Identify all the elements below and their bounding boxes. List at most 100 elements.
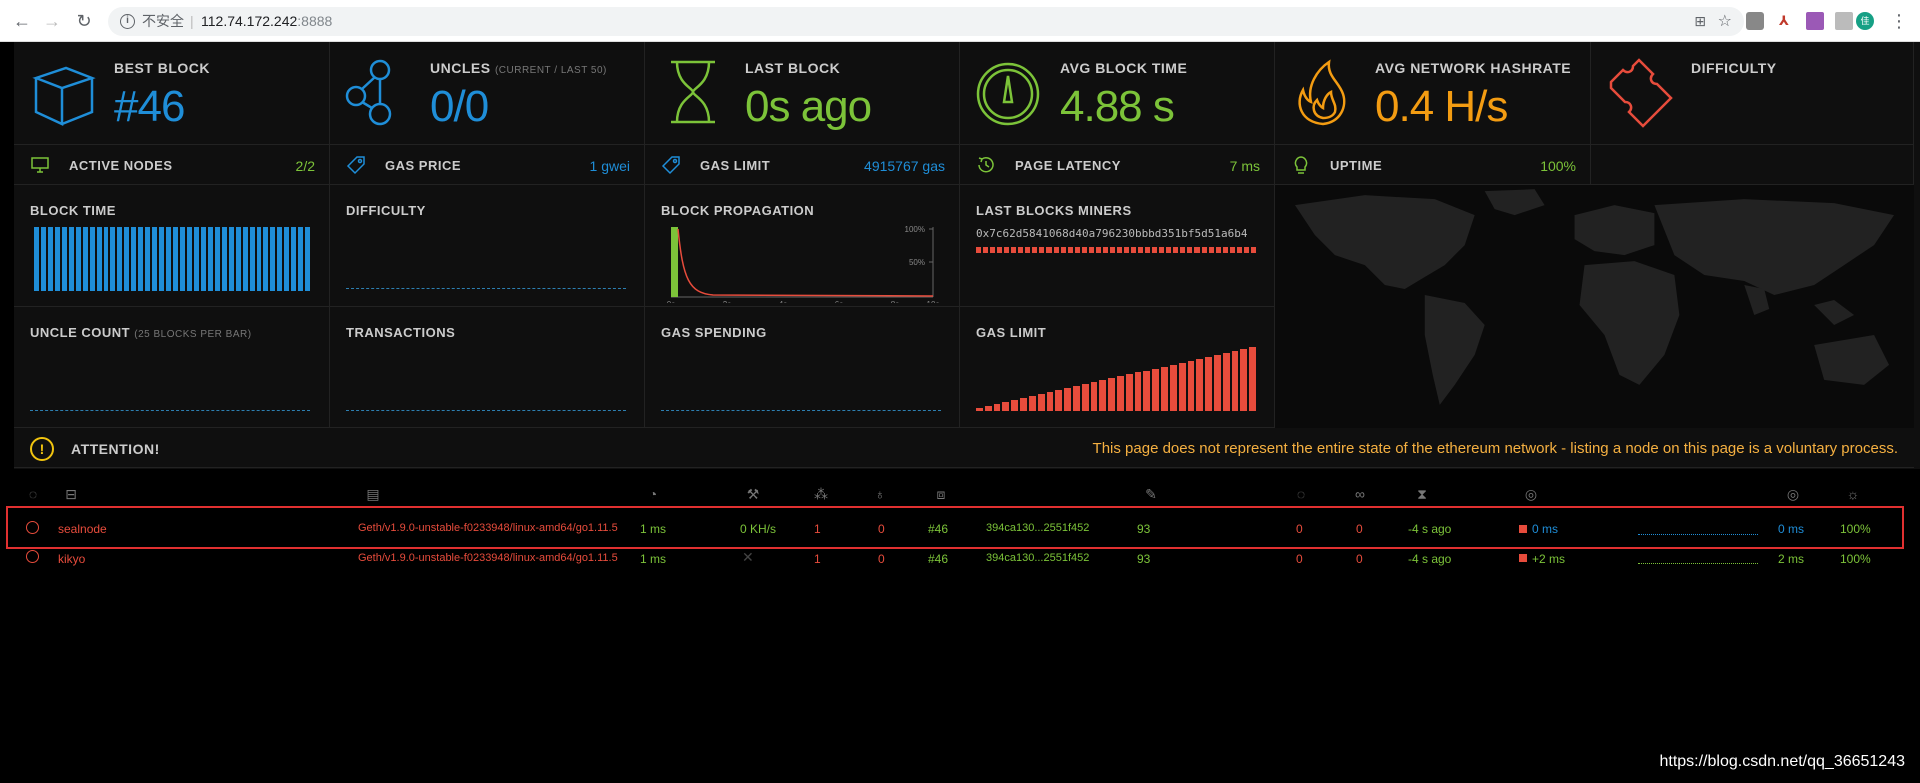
tag-icon [661, 156, 680, 175]
menu-kebab-icon[interactable]: ⋮ [1890, 11, 1908, 31]
flame-icon [1298, 59, 1346, 126]
miner-block-segment [1081, 247, 1087, 253]
bar [242, 227, 248, 291]
profile-avatar[interactable]: 佳 [1856, 12, 1874, 30]
miner-block-segment [1187, 247, 1193, 253]
bar [159, 227, 165, 291]
bar [1125, 374, 1133, 411]
bar [228, 227, 234, 291]
uncles-col-icon[interactable]: ∞ [1355, 486, 1365, 502]
forward-icon[interactable]: → [43, 11, 61, 31]
puzzle-icon [1609, 58, 1673, 128]
tag-icon [346, 156, 365, 175]
node-row[interactable]: sealnode Geth/v1.9.0-unstable-f0233948/l… [0, 516, 1920, 542]
propagation-col-icon[interactable]: ◎ [1524, 486, 1538, 502]
miner-block-segment [1201, 247, 1207, 253]
uncles-subtitle: (CURRENT / LAST 50) [494, 65, 607, 76]
bar [298, 227, 304, 291]
difficulty-puzzle-icon[interactable]: ✎ [1145, 486, 1157, 502]
miner-block-segment [1222, 247, 1228, 253]
bar [40, 227, 46, 291]
node-name[interactable]: kikyo [58, 552, 86, 566]
miner-block-segment [1116, 247, 1122, 253]
bar [1196, 358, 1204, 411]
tx-check-icon[interactable]: ◌ [1296, 486, 1306, 502]
bookmark-star-icon[interactable]: ☆ [1717, 13, 1732, 30]
bar [976, 407, 983, 411]
bar [984, 405, 992, 411]
monitor-icon [31, 157, 49, 173]
bar [1081, 384, 1089, 411]
insecure-label: 不安全 [142, 13, 184, 29]
bar [1231, 350, 1239, 411]
extension-icon[interactable] [1746, 12, 1764, 30]
peers-icon[interactable]: ⁂ [814, 486, 828, 502]
node-status-icon [26, 550, 39, 563]
latency-icon[interactable]: ◔ [648, 486, 658, 502]
difficulty-chart: DIFFICULTY [330, 185, 645, 307]
node-tx: 0 [1296, 522, 1303, 536]
bar [993, 403, 1001, 411]
uncle-count-chart: UNCLE COUNT (25 BLOCKS PER BAR) [14, 307, 330, 428]
node-row[interactable]: kikyo Geth/v1.9.0-unstable-f0233948/linu… [0, 546, 1920, 572]
uncles-icon [345, 59, 392, 126]
miner-block-segment [1039, 247, 1045, 253]
pickaxe-icon[interactable]: ⚒ [746, 486, 760, 502]
pdf-extension-icon[interactable]: ⅄ [1779, 13, 1789, 28]
difficulty-baseline [346, 288, 626, 289]
prop-indicator [1519, 554, 1527, 562]
bar [1205, 356, 1212, 411]
bar [47, 227, 53, 291]
info-icon[interactable]: i [120, 14, 135, 29]
block-cube-icon[interactable]: ⧈ [936, 486, 946, 502]
node-name-icon[interactable]: ⊟ [65, 486, 77, 502]
highlight-box [6, 506, 1904, 549]
uptime-bulb-icon[interactable]: ☼ [1846, 486, 1860, 502]
address-bar[interactable]: i 不安全 | 112.74.172.242:8888 ⊞ ☆ [108, 7, 1744, 36]
pending-icon[interactable]: ♁ [874, 486, 886, 502]
miner-block-segment [1095, 247, 1101, 253]
miner-block-segment [1018, 247, 1024, 253]
miner-block-segment [1067, 247, 1073, 253]
bar [186, 227, 192, 291]
bar [68, 227, 74, 291]
url-text: 112.74.172.242:8888 [201, 7, 332, 36]
uncle-count-title-text: UNCLE COUNT [30, 325, 131, 340]
last-block-title: LAST BLOCK [745, 60, 841, 76]
bar [1213, 354, 1221, 411]
client-icon[interactable]: ▤ [366, 486, 380, 502]
node-hash: 394ca130...2551f452 [986, 522, 1090, 534]
bar [270, 227, 276, 291]
empty-stat-cell [1591, 145, 1914, 185]
hourglass-col-icon[interactable]: ⧗ [1417, 486, 1427, 502]
miner-block-segment [1180, 247, 1186, 253]
difficulty-stat: DIFFICULTY [1591, 42, 1914, 145]
node-avg-prop: 2 ms [1778, 552, 1805, 566]
gas-limit-stat: GAS LIMIT 4915767 gas [645, 145, 960, 185]
miner-block-segment [1250, 247, 1256, 253]
node-name[interactable]: sealnode [58, 522, 107, 536]
attention-title: ATTENTION! [71, 441, 160, 457]
block-time-title: BLOCK TIME [30, 203, 116, 218]
uptime-stat: UPTIME 100% [1275, 145, 1591, 185]
back-icon[interactable]: ← [13, 11, 31, 31]
check-icon[interactable]: ◌ [28, 486, 38, 502]
miner-block-segment [1236, 247, 1242, 253]
bar [249, 227, 255, 291]
active-nodes-title: ACTIVE NODES [69, 158, 173, 173]
node-hash: 394ca130...2551f452 [986, 552, 1090, 564]
miner-block-segment [1102, 247, 1108, 253]
world-map-shapes [1294, 189, 1895, 405]
bar [1117, 376, 1124, 411]
miner-block-segment [1123, 247, 1130, 253]
reload-icon[interactable]: ↻ [76, 11, 92, 31]
miner-address: 0x7c62d5841068d40a796230bbbd351bf5d51a6b… [976, 227, 1248, 240]
bar [1134, 372, 1142, 411]
extension3-icon[interactable] [1835, 12, 1853, 30]
avg-prop-icon[interactable]: ◎ [1786, 486, 1800, 502]
bar [200, 227, 206, 291]
prop-y-tick-50: 50% [909, 258, 925, 267]
translate-icon[interactable]: ⊞ [1694, 13, 1706, 29]
extension2-icon[interactable] [1806, 12, 1824, 30]
last-blocks-miners-title: LAST BLOCKS MINERS [976, 203, 1132, 218]
